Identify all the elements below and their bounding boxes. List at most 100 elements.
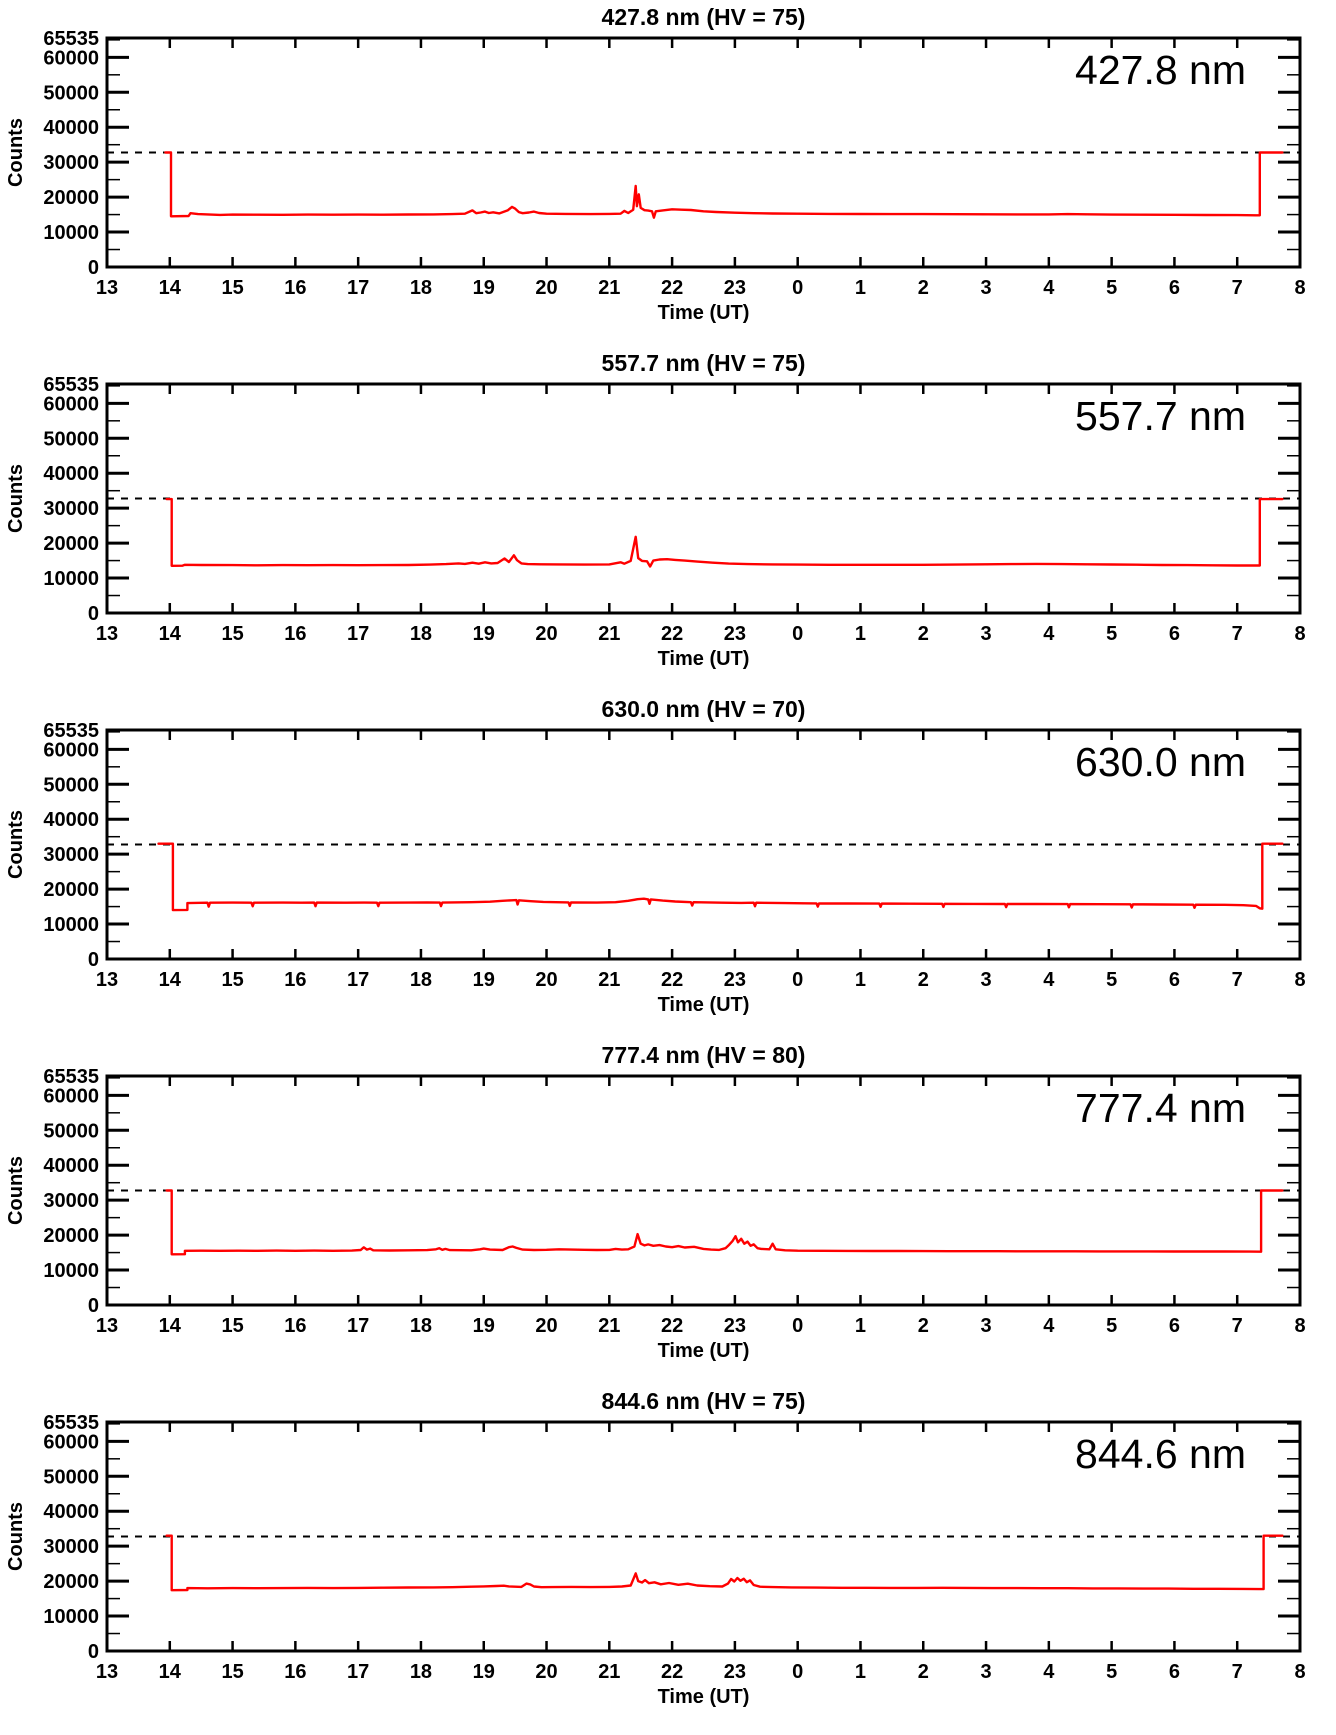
x-tick-label: 18 [410, 969, 432, 991]
y-tick-label: 30000 [43, 1190, 99, 1212]
wavelength-label: 427.8 nm [1075, 47, 1246, 93]
x-tick-label: 17 [347, 969, 369, 991]
x-tick-label: 3 [980, 1661, 991, 1683]
x-tick-label: 18 [410, 277, 432, 299]
x-tick-label: 20 [535, 623, 557, 645]
y-tick-label: 0 [88, 1641, 99, 1663]
wavelength-label: 630.0 nm [1075, 739, 1246, 785]
y-axis-label: Counts [5, 1502, 27, 1571]
panel-427.8nm: 427.8 nm (HV = 75) 0 10000 20000 30000 40000 5… [0, 0, 1336, 346]
x-tick-label: 22 [661, 969, 683, 991]
x-tick-label: 1 [855, 969, 866, 991]
x-tick-label: 7 [1232, 969, 1243, 991]
x-axis-label: Time (UT) [658, 1686, 750, 1708]
y-tick-label: 20000 [43, 187, 99, 209]
x-tick-label: 21 [598, 623, 620, 645]
panel-title: 844.6 nm (HV = 75) [602, 1388, 806, 1414]
x-tick-label: 17 [347, 623, 369, 645]
x-tick-label: 8 [1294, 969, 1305, 991]
counts-trace [165, 497, 1284, 568]
x-tick-label: 8 [1294, 277, 1305, 299]
x-tick-label: 22 [661, 277, 683, 299]
x-tick-label: 5 [1106, 1661, 1117, 1683]
y-tick-label: 40000 [43, 809, 99, 831]
x-tick-label: 4 [1043, 969, 1055, 991]
y-tick-label: 20000 [43, 879, 99, 901]
x-tick-label: 2 [918, 969, 929, 991]
y-tick-label: 30000 [43, 1536, 99, 1558]
x-tick-label: 19 [473, 277, 495, 299]
panel-title: 427.8 nm (HV = 75) [602, 4, 806, 30]
y-tick-label: 65535 [43, 28, 99, 50]
x-tick-label: 1 [855, 1661, 866, 1683]
y-tick-label: 30000 [43, 844, 99, 866]
y-tick-label: 0 [88, 949, 99, 971]
x-tick-label: 0 [792, 277, 803, 299]
y-tick-label: 30000 [43, 152, 99, 174]
x-tick-label: 0 [792, 1661, 803, 1683]
y-tick-label: 40000 [43, 1501, 99, 1523]
x-tick-label: 20 [535, 277, 557, 299]
x-tick-label: 7 [1232, 277, 1243, 299]
x-tick-label: 23 [724, 969, 746, 991]
x-axis-label: Time (UT) [658, 994, 750, 1016]
panel-title: 630.0 nm (HV = 70) [602, 696, 806, 722]
panel-svg: 427.8 nm (HV = 75) 0 10000 20000 30000 40000 5… [5, 4, 1306, 324]
x-tick-label: 2 [918, 1661, 929, 1683]
y-tick-label: 40000 [43, 463, 99, 485]
x-tick-label: 4 [1043, 277, 1055, 299]
x-tick-label: 0 [792, 969, 803, 991]
y-tick-label: 50000 [43, 82, 99, 104]
x-tick-label: 0 [792, 1315, 803, 1337]
counts-trace [157, 842, 1284, 912]
x-tick-label: 3 [980, 1315, 991, 1337]
x-tick-label: 15 [221, 623, 243, 645]
x-tick-label: 15 [221, 277, 243, 299]
wavelength-label: 844.6 nm [1075, 1431, 1246, 1477]
x-tick-label: 23 [724, 623, 746, 645]
x-tick-label: 5 [1106, 277, 1117, 299]
x-tick-label: 5 [1106, 969, 1117, 991]
y-tick-label: 60000 [43, 47, 99, 69]
x-axis-label: Time (UT) [658, 1340, 750, 1362]
x-axis-label: Time (UT) [658, 648, 750, 670]
x-tick-label: 16 [284, 623, 306, 645]
x-tick-label: 22 [661, 623, 683, 645]
x-tick-label: 21 [598, 277, 620, 299]
y-tick-label: 10000 [43, 222, 99, 244]
counts-trace [165, 1189, 1284, 1256]
x-tick-label: 6 [1169, 1315, 1180, 1337]
panel-777.4nm: 777.4 nm (HV = 80) 0 10000 20000 30000 40000 5… [0, 1038, 1336, 1384]
x-tick-label: 7 [1232, 623, 1243, 645]
x-tick-label: 14 [159, 969, 182, 991]
plot-frame [105, 382, 1302, 615]
plot-frame [105, 1074, 1302, 1307]
y-tick-label: 50000 [43, 428, 99, 450]
x-tick-label: 3 [980, 277, 991, 299]
x-tick-label: 21 [598, 1661, 620, 1683]
y-tick-label: 50000 [43, 1120, 99, 1142]
y-tick-label: 30000 [43, 498, 99, 520]
panel-svg: 777.4 nm (HV = 80) 0 10000 20000 30000 40000 5… [5, 1042, 1306, 1362]
y-tick-label: 40000 [43, 117, 99, 139]
panel-title: 557.7 nm (HV = 75) [602, 350, 806, 376]
x-tick-label: 6 [1169, 623, 1180, 645]
x-tick-label: 15 [221, 1661, 243, 1683]
panel-svg: 630.0 nm (HV = 70) 0 10000 20000 30000 40000 5… [5, 696, 1306, 1016]
y-tick-label: 60000 [43, 1085, 99, 1107]
x-tick-label: 13 [96, 969, 118, 991]
panel-title: 777.4 nm (HV = 80) [602, 1042, 806, 1068]
x-tick-label: 14 [159, 623, 182, 645]
x-tick-label: 21 [598, 969, 620, 991]
x-tick-label: 8 [1294, 1315, 1305, 1337]
x-tick-label: 1 [855, 623, 866, 645]
panel-630.0nm: 630.0 nm (HV = 70) 0 10000 20000 30000 40000 5… [0, 692, 1336, 1038]
x-tick-label: 8 [1294, 623, 1305, 645]
x-tick-label: 4 [1043, 623, 1055, 645]
plot-frame [105, 36, 1302, 269]
x-tick-label: 3 [980, 623, 991, 645]
x-tick-label: 19 [473, 969, 495, 991]
x-tick-label: 14 [159, 277, 182, 299]
x-tick-label: 1 [855, 277, 866, 299]
counts-trace [164, 151, 1284, 219]
